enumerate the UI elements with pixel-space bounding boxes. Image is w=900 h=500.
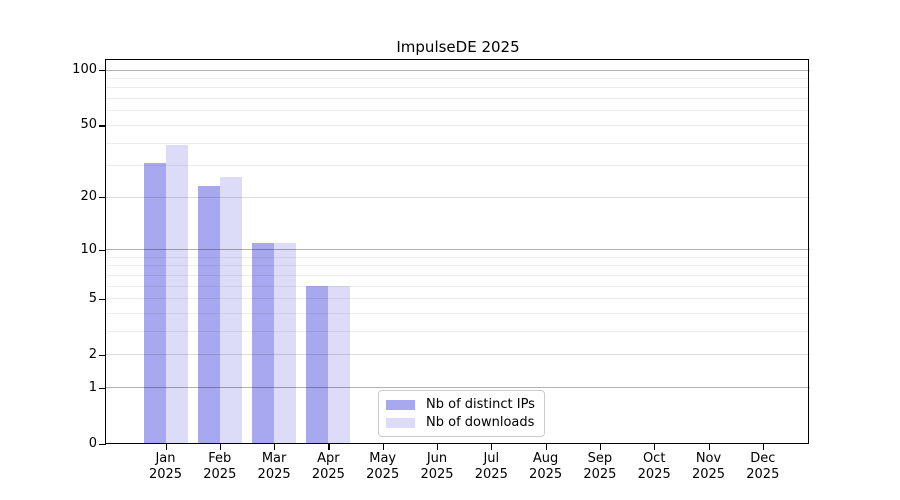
y-tick-label-5: 5: [88, 290, 97, 306]
bar-downloads-feb: [219, 176, 242, 444]
y-tick-label-10: 10: [80, 241, 97, 257]
gridline-80: [106, 87, 810, 89]
gridline-20: [106, 196, 810, 198]
gridline-1: [106, 387, 810, 389]
gridline-30: [106, 165, 810, 167]
gridline-2: [106, 354, 810, 356]
gridline-60: [106, 110, 810, 112]
gridline-4: [106, 313, 810, 315]
gridline-10: [106, 249, 810, 251]
gridline-100: [106, 69, 810, 71]
y-tick-label-50: 50: [80, 117, 97, 133]
gridline-3: [106, 331, 810, 333]
y-tick-10: [99, 249, 106, 251]
x-tick-label-may: May 2025: [366, 451, 400, 482]
gridline-5: [106, 298, 810, 300]
y-tick-20: [99, 197, 106, 199]
bar-downloads-mar: [274, 242, 297, 444]
x-tick-label-mar: Mar 2025: [257, 451, 291, 482]
gridline-20: [106, 196, 810, 198]
gridline-6: [106, 285, 810, 287]
legend: Nb of distinct IPs Nb of downloads: [378, 390, 545, 437]
bar-distinct-ips-apr: [306, 286, 329, 444]
y-tick-label-20: 20: [80, 189, 97, 205]
legend-label-distinct-ips: Nb of distinct IPs: [426, 397, 535, 412]
x-tick-label-jun: Jun 2025: [420, 451, 454, 482]
bar-downloads-apr: [328, 286, 351, 444]
x-tick-label-dec: Dec 2025: [746, 451, 780, 482]
gridline-2: [106, 354, 810, 356]
x-tick-jun: [437, 444, 439, 450]
x-tick-label-nov: Nov 2025: [691, 451, 726, 482]
x-tick-label-aug: Aug 2025: [529, 451, 563, 482]
y-tick-1: [99, 387, 106, 390]
chart-title: ImpulseDE 2025: [396, 38, 520, 56]
x-tick-label-jul: Jul 2025: [474, 451, 508, 482]
x-tick-oct: [654, 444, 656, 450]
bar-distinct-ips-feb: [197, 186, 220, 444]
gridline-50: [106, 124, 810, 126]
legend-swatch-downloads: [386, 417, 415, 428]
gridline-90: [106, 77, 810, 79]
x-tick-may: [382, 444, 384, 450]
y-tick-0: [99, 444, 106, 446]
legend-label-downloads: Nb of downloads: [426, 415, 535, 430]
x-tick-nov: [708, 444, 710, 450]
y-tick-5: [99, 298, 106, 300]
y-tick-label-100: 100: [72, 62, 97, 77]
legend-item-downloads: Nb of downloads: [386, 415, 544, 430]
legend-item-distinct-ips: Nb of distinct IPs: [386, 397, 544, 412]
x-tick-label-feb: Feb 2025: [203, 451, 237, 482]
gridline-8: [106, 265, 810, 267]
x-tick-jan: [165, 444, 167, 450]
x-tick-feb: [219, 444, 221, 450]
x-tick-label-apr: Apr 2025: [311, 451, 345, 482]
gridline-7: [106, 274, 810, 276]
x-tick-jul: [491, 444, 493, 450]
y-tick-label-1: 1: [88, 379, 97, 395]
x-tick-aug: [545, 444, 547, 450]
bar-distinct-ips-mar: [252, 242, 275, 444]
y-tick-50: [99, 125, 106, 127]
y-tick-100: [99, 70, 106, 72]
gridline-70: [106, 98, 810, 100]
legend-swatch-distinct-ips: [386, 399, 415, 410]
x-tick-mar: [274, 444, 276, 450]
x-tick-dec: [762, 444, 764, 450]
x-tick-apr: [328, 444, 330, 450]
y-tick-label-0: 0: [88, 436, 97, 451]
y-tick-2: [99, 354, 106, 357]
bar-downloads-jan: [165, 145, 188, 444]
gridline-9: [106, 256, 810, 258]
y-tick-label-2: 2: [88, 346, 97, 362]
x-tick-label-oct: Oct 2025: [637, 451, 671, 482]
gridline-40: [106, 142, 810, 144]
x-tick-label-jan: Jan 2025: [148, 451, 183, 482]
bar-distinct-ips-jan: [143, 163, 166, 444]
x-tick-sep: [599, 444, 602, 450]
x-tick-label-sep: Sep 2025: [583, 451, 617, 482]
